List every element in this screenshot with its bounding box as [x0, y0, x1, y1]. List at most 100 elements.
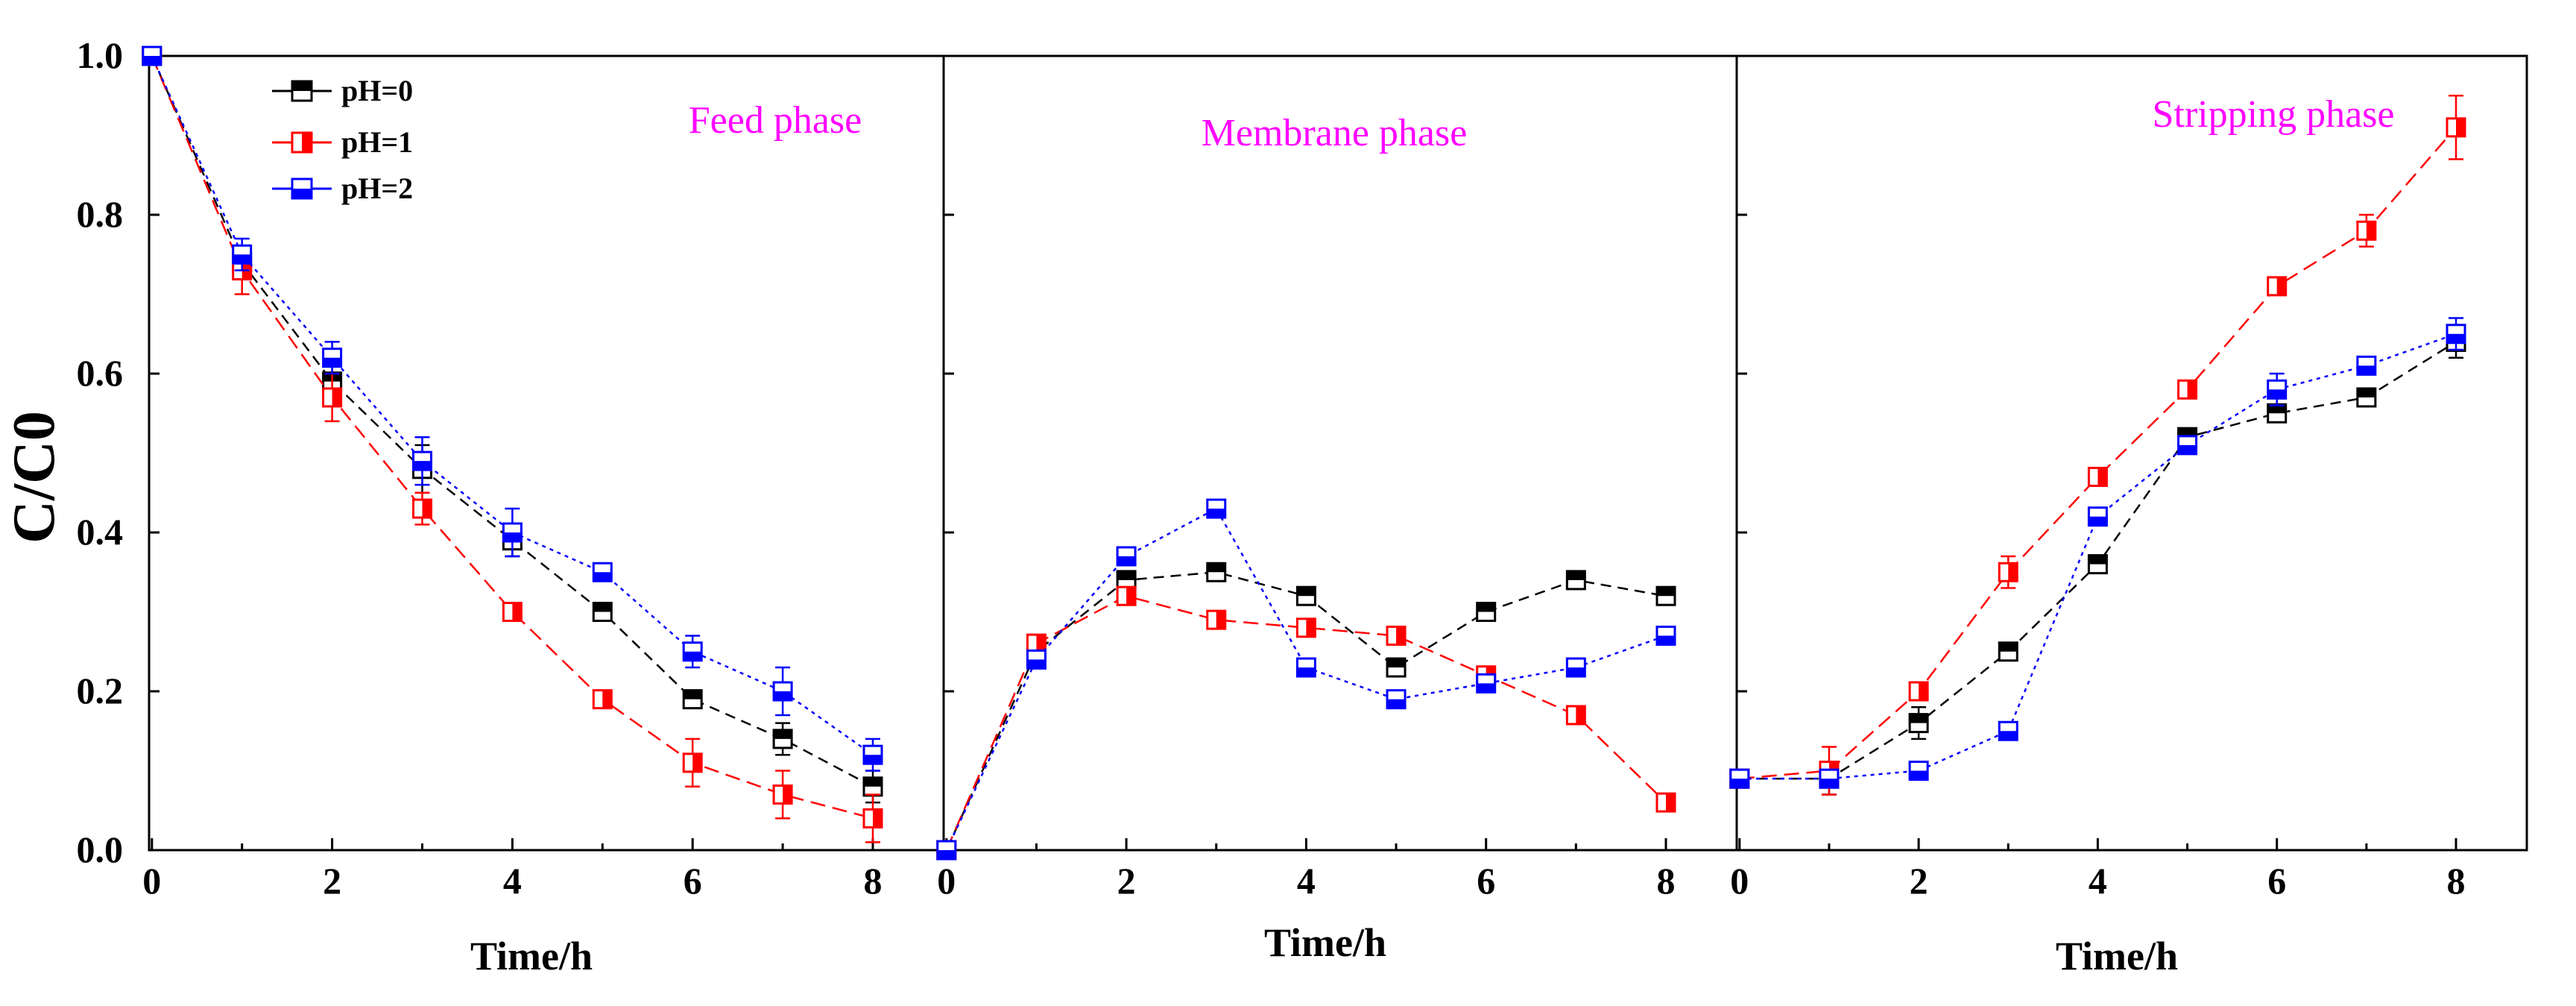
panel-feedphase: 0 2 4 6 8 Time/h Feed phase — [142, 45, 945, 978]
data-point-fill — [1819, 779, 1838, 788]
data-point-fill — [593, 572, 612, 582]
series-ph1 — [1729, 95, 2466, 796]
data-point-fill — [1207, 563, 1225, 573]
panel-membranephase: 0 2 4 6 8 Time/h Membrane phase — [936, 54, 1738, 965]
data-point-fill — [1576, 705, 1585, 724]
panel-title: Stripping phase — [2153, 93, 2395, 136]
data-point-fill — [1216, 611, 1225, 629]
data-point-fill — [602, 690, 612, 708]
y-tick-label: 0.4 — [77, 511, 124, 553]
legend-marker-fill-ph0 — [292, 81, 312, 91]
legend-label-ph0: pH=0 — [341, 74, 413, 107]
data-point-fill — [422, 500, 432, 518]
data-point-fill — [2357, 365, 2375, 375]
data-point-fill — [864, 755, 882, 764]
x-tick-label: 6 — [1477, 860, 1495, 902]
data-point-fill — [1297, 587, 1316, 597]
y-tick-label: 0.8 — [77, 193, 124, 235]
data-point-fill — [1567, 667, 1585, 677]
data-point-fill — [233, 254, 251, 264]
data-point-fill — [1387, 699, 1406, 708]
panel-strippingphase: 0 2 4 6 8 Time/h Stripping phase — [1729, 54, 2528, 978]
legend-item-ph2: pH=2 — [272, 172, 413, 205]
data-point-fill — [1297, 667, 1316, 677]
x-tick-label: 0 — [937, 860, 956, 902]
data-point-fill — [684, 651, 702, 661]
x-tick-label: 4 — [1297, 860, 1316, 902]
data-point-fill — [512, 603, 522, 621]
data-point-fill — [1207, 509, 1225, 518]
data-point-fill — [593, 603, 612, 612]
x-axis-title: Time/h — [1264, 920, 1386, 965]
x-tick-label: 4 — [2089, 860, 2107, 902]
data-point-fill — [2178, 428, 2197, 438]
data-point-fill — [774, 729, 792, 739]
data-point-fill — [1567, 570, 1585, 580]
x-tick-label: 6 — [684, 860, 702, 902]
x-axis-title: Time/h — [2056, 934, 2178, 978]
data-point-fill — [937, 850, 956, 859]
series-line — [945, 594, 1667, 851]
x-axis-title: Time/h — [470, 934, 593, 978]
data-point-fill — [332, 388, 341, 406]
data-point-fill — [2178, 444, 2197, 454]
data-point-fill — [1999, 642, 2018, 652]
legend-marker-fill-ph1 — [302, 133, 312, 152]
data-point-fill — [684, 690, 702, 700]
data-point-fill — [1910, 714, 1928, 723]
data-point-fill — [2267, 389, 2286, 399]
data-point-fill — [774, 691, 792, 700]
y-tick-label: 1.0 — [77, 34, 124, 76]
y-tick-label: 0.6 — [77, 352, 124, 394]
data-point-fill — [692, 753, 702, 772]
data-point-fill — [1396, 626, 1406, 645]
x-tick-label: 2 — [1910, 860, 1928, 902]
series-ph2 — [936, 498, 1676, 861]
data-point-fill — [1730, 779, 1749, 788]
data-point-fill — [2089, 516, 2107, 526]
data-point-fill — [864, 777, 882, 787]
x-tick-label: 2 — [323, 860, 341, 902]
data-point-fill — [2267, 404, 2286, 414]
legend-label-ph2: pH=2 — [341, 172, 413, 205]
data-point-fill — [142, 56, 161, 65]
data-point-fill — [323, 357, 341, 367]
data-point-fill — [1477, 603, 1495, 612]
data-point-fill — [783, 785, 792, 804]
data-point-fill — [1036, 635, 1046, 653]
legend-marker-fill-ph2 — [292, 189, 312, 198]
legend: pH=0 pH=1 pH=2 — [272, 74, 413, 205]
x-tick-label: 0 — [1730, 860, 1749, 902]
data-point-fill — [1657, 635, 1675, 645]
x-tick-label: 6 — [2267, 860, 2286, 902]
legend-item-ph1: pH=1 — [272, 125, 413, 159]
legend-item-ph0: pH=0 — [272, 74, 413, 107]
data-point-fill — [1477, 683, 1495, 693]
data-point-fill — [1657, 587, 1675, 597]
data-point-fill — [2008, 563, 2018, 582]
legend-label-ph1: pH=1 — [341, 125, 413, 159]
data-point-fill — [2187, 380, 2197, 399]
data-point-fill — [1999, 731, 2018, 741]
data-point-fill — [1910, 770, 1928, 780]
data-point-fill — [2089, 555, 2107, 565]
y-tick-label: 0.2 — [77, 670, 124, 711]
data-point-fill — [1126, 587, 1136, 606]
data-point-fill — [2447, 333, 2465, 343]
data-point-fill — [1387, 658, 1406, 668]
y-tick-label: 0.0 — [77, 829, 124, 870]
data-point-fill — [1117, 570, 1136, 580]
panel-title: Feed phase — [689, 99, 862, 142]
data-point-fill — [2456, 118, 2465, 136]
data-point-fill — [413, 461, 432, 471]
data-point-fill — [2276, 277, 2286, 295]
data-point-fill — [2097, 468, 2107, 486]
panel-frame — [1735, 54, 2528, 852]
data-point-fill — [1027, 659, 1046, 669]
data-point-fill — [503, 532, 522, 541]
data-point-fill — [873, 809, 882, 828]
x-tick-label: 8 — [1657, 860, 1676, 902]
series-line — [151, 55, 874, 787]
